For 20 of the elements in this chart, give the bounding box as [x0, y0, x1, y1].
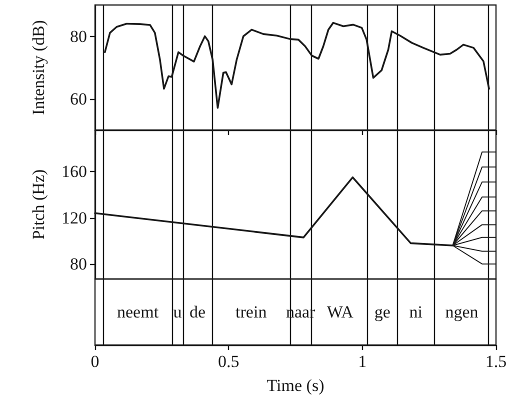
- text: ge: [374, 302, 390, 322]
- text: WA: [326, 302, 354, 322]
- y-axis-title: Pitch (Hz): [29, 169, 48, 240]
- x-tick-label: 1.5: [485, 352, 507, 371]
- text: neemt: [117, 302, 159, 322]
- y-tick-label: 160: [62, 162, 87, 182]
- y-tick-label: 80: [70, 26, 87, 46]
- text: ni: [409, 302, 423, 322]
- y-tick-label: 60: [70, 89, 87, 108]
- y-axis-title: Intensity (dB): [29, 20, 48, 115]
- x-tick-label: 0.5: [218, 352, 240, 371]
- text: u: [173, 302, 182, 322]
- y-tick-label: 80: [70, 254, 87, 274]
- x-tick-label: 0: [90, 352, 100, 371]
- text: de: [190, 302, 206, 322]
- text: ngen: [445, 302, 479, 322]
- x-tick-label: 1: [358, 352, 367, 371]
- x-axis-title: Time (s): [266, 376, 324, 395]
- text: trein: [236, 302, 268, 322]
- y-tick-label: 120: [62, 208, 87, 228]
